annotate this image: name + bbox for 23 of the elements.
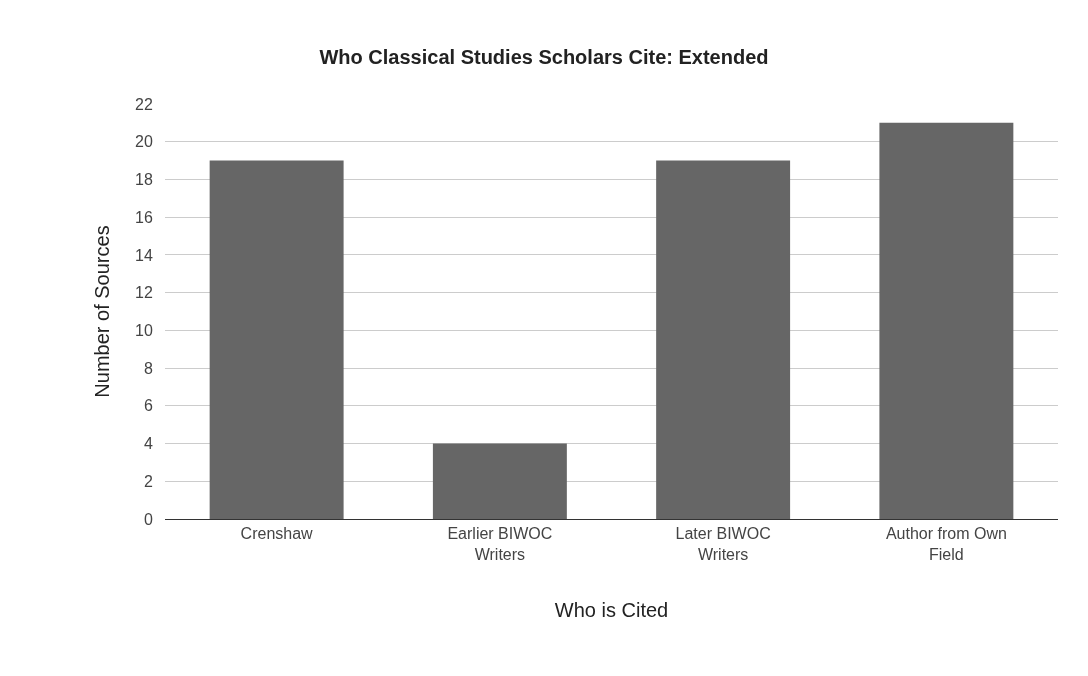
x-tick-label: Author from Own Field bbox=[885, 525, 1007, 563]
bar bbox=[209, 160, 344, 519]
bar bbox=[879, 122, 1014, 519]
x-tick-label: Crenshaw bbox=[240, 525, 314, 543]
bar bbox=[656, 160, 791, 519]
y-tick-label: 20 bbox=[135, 133, 153, 151]
y-tick-label: 12 bbox=[135, 284, 153, 302]
y-tick-label: 18 bbox=[135, 171, 153, 189]
y-tick-label: 8 bbox=[143, 359, 153, 377]
chart-title: Who Classical Studies Scholars Cite: Extended bbox=[319, 46, 769, 68]
x-axis-title: Who is Cited bbox=[554, 598, 669, 621]
x-tick-label: Earlier BIWOC Writers bbox=[447, 525, 553, 563]
y-tick-label: 10 bbox=[135, 321, 153, 339]
y-axis-title: Number of Sources bbox=[90, 225, 113, 398]
y-tick-label: 14 bbox=[135, 246, 153, 264]
y-tick-label: 2 bbox=[143, 472, 153, 490]
y-tick-label: 4 bbox=[143, 435, 153, 453]
bar bbox=[432, 443, 567, 519]
y-tick-label: 0 bbox=[143, 510, 153, 528]
x-tick-label: Later BIWOC Writers bbox=[675, 525, 771, 563]
y-tick-label: 6 bbox=[143, 397, 153, 415]
y-tick-label: 16 bbox=[135, 208, 153, 226]
y-tick-label: 22 bbox=[135, 95, 153, 113]
